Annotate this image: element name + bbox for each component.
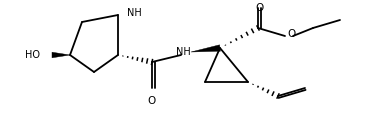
Polygon shape (52, 52, 70, 58)
Text: O: O (148, 96, 156, 106)
Text: NH: NH (127, 8, 142, 18)
Text: HO: HO (25, 50, 40, 60)
Text: O: O (255, 3, 263, 13)
Text: O: O (287, 29, 295, 39)
Text: NH: NH (176, 47, 190, 57)
Polygon shape (191, 45, 220, 52)
